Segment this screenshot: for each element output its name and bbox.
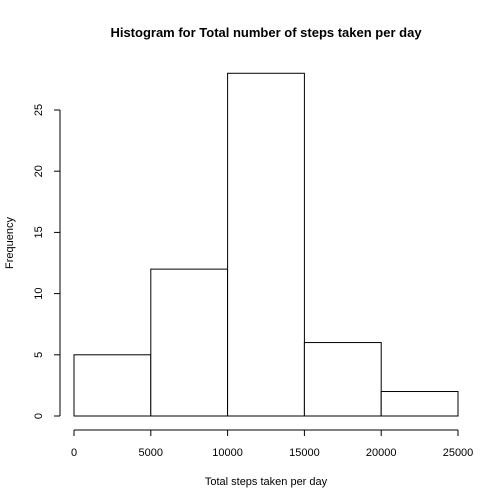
y-tick-label: 5 — [33, 352, 45, 358]
histogram-bar-3 — [303, 342, 382, 417]
x-tick-label: 10000 — [212, 447, 243, 459]
x-tick-label: 5000 — [139, 447, 163, 459]
histogram-bar-0 — [73, 354, 152, 417]
histogram-bar-4 — [380, 391, 459, 417]
bars-group — [73, 72, 459, 417]
x-tick-label: 15000 — [289, 447, 320, 459]
y-tick-label: 25 — [33, 104, 45, 116]
chart-title: Histogram for Total number of steps take… — [110, 25, 422, 40]
x-tick-label: 0 — [71, 447, 77, 459]
histogram-bar-2 — [227, 72, 305, 417]
y-tick-label: 0 — [33, 413, 45, 419]
histogram-bar-1 — [150, 268, 229, 417]
y-tick-label: 20 — [33, 165, 45, 177]
x-tick-label: 25000 — [443, 447, 474, 459]
y-tick-label: 10 — [33, 287, 45, 299]
y-axis-label: Frequency — [4, 217, 16, 269]
x-tick-label: 20000 — [366, 447, 397, 459]
y-tick-label: 15 — [33, 226, 45, 238]
x-axis-label: Total steps taken per day — [205, 476, 328, 488]
x-axis: 0 5000 10000 15000 20000 25000 — [71, 429, 474, 459]
y-axis: 0 5 10 15 20 25 — [33, 104, 61, 419]
